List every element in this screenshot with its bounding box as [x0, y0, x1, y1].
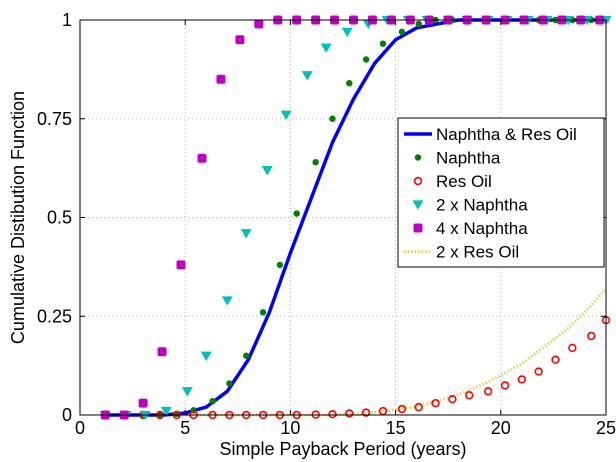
- data-point: [587, 331, 596, 341]
- ticks: 0 5 10 15 20 25 0 0.25 0.5 0.75 1: [37, 10, 616, 438]
- data-point: [568, 343, 577, 353]
- data-point: [328, 410, 337, 419]
- x-tick-label: 10: [280, 418, 300, 438]
- legend-item-naphtha-and-res-oil: Naphtha & Res Oil: [404, 125, 577, 144]
- data-point: [415, 20, 422, 28]
- data-point: [517, 375, 527, 384]
- legend-item-naphtha: Naphtha: [414, 149, 501, 168]
- legend: Naphtha & Res Oil Naphtha Res Oil 2 x Napht…: [397, 117, 605, 268]
- data-point: [254, 19, 264, 29]
- data-point: [235, 35, 245, 45]
- data-point: [500, 381, 510, 390]
- data-point: [197, 153, 207, 163]
- data-point: [345, 409, 354, 418]
- data-point: [379, 40, 387, 47]
- data-point: [414, 402, 423, 412]
- data-point: [341, 27, 353, 38]
- data-point: [221, 296, 233, 306]
- data-point: [551, 355, 560, 364]
- data-point: [398, 28, 406, 36]
- data-point: [200, 351, 212, 361]
- data-point: [448, 395, 457, 404]
- legend-item-2-x-res-oil: 2 x Res Oil: [404, 243, 519, 262]
- y-tick-label: 0.25: [37, 306, 72, 326]
- y-tick-label: 0: [62, 405, 72, 425]
- data-point: [240, 229, 252, 239]
- legend-swatch: [412, 200, 424, 210]
- data-point: [465, 391, 474, 400]
- legend-label: Res Oil: [436, 172, 492, 191]
- x-axis-label: Simple Payback Period (years): [219, 439, 466, 459]
- data-point: [534, 367, 543, 376]
- legend-label: 2 x Res Oil: [436, 243, 519, 262]
- data-point: [243, 352, 250, 359]
- y-tick-label: 1: [62, 10, 72, 30]
- data-point: [362, 56, 370, 63]
- data-point: [301, 71, 313, 81]
- y-tick-label: 0.5: [47, 208, 72, 228]
- x-tick-label: 20: [491, 418, 511, 438]
- data-point: [209, 397, 216, 405]
- legend-box: [397, 117, 605, 268]
- data-point: [329, 115, 336, 122]
- data-point: [157, 347, 167, 357]
- data-point: [378, 406, 388, 416]
- series-line: [105, 287, 608, 417]
- data-point: [361, 408, 371, 417]
- data-point: [226, 380, 233, 387]
- data-point: [261, 165, 273, 176]
- legend-item-res-oil: Res Oil: [413, 172, 492, 191]
- series-2-x-res-oil: [105, 287, 608, 417]
- legend-label: 4 x Naphtha: [436, 219, 528, 238]
- legend-swatch: [413, 223, 423, 233]
- legend-item-4-x-naphtha: 4 x Naphtha: [413, 219, 528, 238]
- data-point: [276, 261, 284, 269]
- data-point: [397, 404, 407, 414]
- legend-swatch: [413, 176, 423, 186]
- x-tick-label: 5: [180, 418, 190, 438]
- data-point: [259, 309, 267, 316]
- data-point: [483, 387, 493, 396]
- data-point: [216, 74, 226, 84]
- data-point: [138, 398, 148, 408]
- x-tick-label: 15: [386, 418, 406, 438]
- data-point: [139, 410, 151, 421]
- data-point: [181, 387, 193, 397]
- data-point: [160, 406, 172, 417]
- data-point: [293, 210, 300, 217]
- data-point: [312, 159, 319, 166]
- x-tick-label: 25: [596, 418, 616, 438]
- y-axis-label: Cumulative Distibution Function: [8, 91, 28, 344]
- legend-label: Naphtha & Res Oil: [436, 125, 577, 144]
- legend-swatch: [414, 154, 422, 161]
- data-point: [280, 110, 292, 121]
- legend-label: 2 x Naphtha: [436, 196, 528, 215]
- data-point: [320, 43, 332, 53]
- legend-label: Naphtha: [436, 149, 501, 168]
- x-tick-label: 0: [75, 418, 85, 438]
- data-point: [176, 260, 186, 270]
- data-point: [431, 398, 440, 408]
- legend-item-2-x-naphtha: 2 x Naphtha: [412, 196, 528, 215]
- series-res-oil: [101, 316, 611, 420]
- data-point: [346, 80, 353, 87]
- y-tick-label: 0.75: [37, 109, 72, 129]
